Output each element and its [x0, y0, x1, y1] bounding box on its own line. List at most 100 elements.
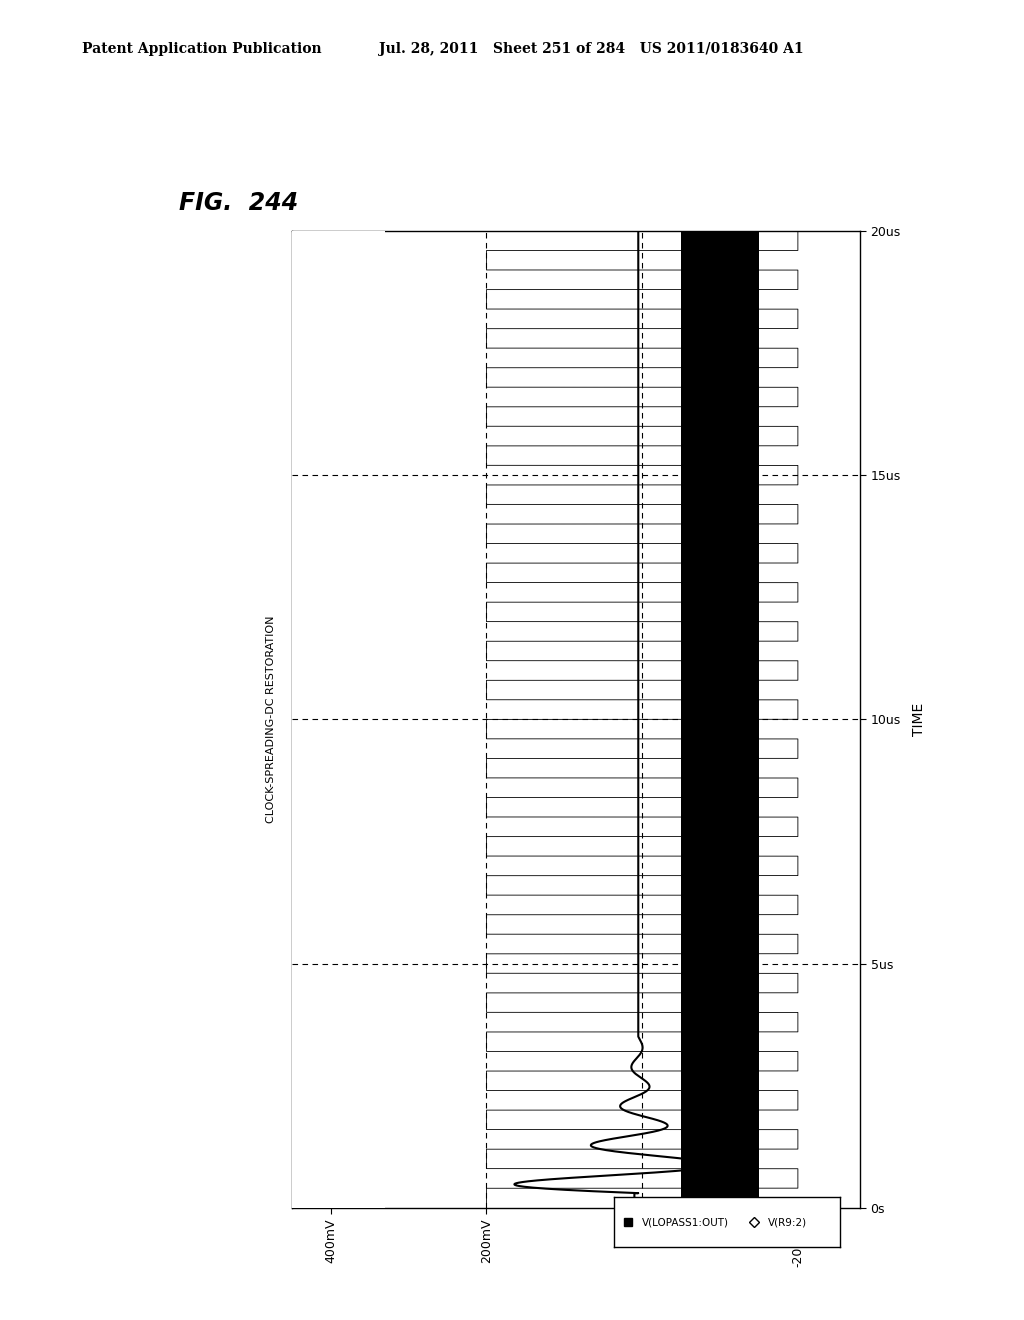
- Bar: [50, 680, 385, 700]
- Bar: [50, 622, 385, 642]
- Bar: [681, 1071, 759, 1090]
- Bar: [50, 817, 385, 837]
- Bar: [199, 602, 292, 622]
- Bar: [50, 719, 385, 739]
- Bar: [50, 1071, 385, 1090]
- Bar: [199, 504, 292, 524]
- Bar: [50, 426, 385, 446]
- Bar: [50, 484, 385, 504]
- Bar: [199, 875, 292, 895]
- Bar: [199, 954, 292, 973]
- Bar: [50, 387, 385, 407]
- Bar: [681, 1032, 759, 1052]
- Bar: [681, 817, 759, 837]
- Bar: [199, 895, 292, 915]
- Bar: [50, 1150, 385, 1168]
- Bar: [50, 289, 385, 309]
- Bar: [681, 797, 759, 817]
- Bar: [199, 1168, 292, 1188]
- Bar: [681, 875, 759, 895]
- Bar: [681, 231, 759, 251]
- Bar: [681, 777, 759, 797]
- Bar: [50, 1168, 385, 1188]
- Bar: [681, 309, 759, 329]
- Bar: [681, 1110, 759, 1130]
- Bar: [50, 739, 385, 759]
- Bar: [681, 544, 759, 564]
- Bar: [199, 426, 292, 446]
- Bar: [199, 1090, 292, 1110]
- Bar: [681, 1130, 759, 1150]
- Bar: [50, 348, 385, 368]
- Bar: [199, 387, 292, 407]
- Bar: [199, 564, 292, 582]
- Bar: [199, 1032, 292, 1052]
- Bar: [199, 231, 292, 251]
- Bar: [681, 719, 759, 739]
- Bar: [50, 642, 385, 661]
- Bar: [681, 954, 759, 973]
- Bar: [199, 1012, 292, 1032]
- Bar: [50, 466, 385, 484]
- Bar: [50, 1110, 385, 1130]
- Bar: [199, 251, 292, 271]
- Bar: [681, 251, 759, 271]
- Bar: [50, 251, 385, 271]
- Bar: [681, 739, 759, 759]
- Bar: [681, 582, 759, 602]
- Bar: [50, 777, 385, 797]
- Bar: [681, 895, 759, 915]
- Bar: [199, 719, 292, 739]
- Bar: [199, 837, 292, 857]
- Bar: [199, 1130, 292, 1150]
- Bar: [199, 1188, 292, 1208]
- Bar: [681, 973, 759, 993]
- Bar: [199, 446, 292, 466]
- Text: Jul. 28, 2011   Sheet 251 of 284   US 2011/0183640 A1: Jul. 28, 2011 Sheet 251 of 284 US 2011/0…: [379, 42, 804, 57]
- Bar: [681, 426, 759, 446]
- Text: Patent Application Publication: Patent Application Publication: [82, 42, 322, 57]
- Bar: [199, 739, 292, 759]
- Bar: [50, 504, 385, 524]
- Bar: [681, 935, 759, 954]
- Bar: [50, 231, 385, 251]
- Bar: [681, 993, 759, 1012]
- Bar: [50, 935, 385, 954]
- Bar: [199, 544, 292, 564]
- Bar: [681, 642, 759, 661]
- Bar: [50, 1032, 385, 1052]
- Bar: [50, 954, 385, 973]
- Bar: [199, 289, 292, 309]
- Bar: [199, 271, 292, 289]
- Bar: [681, 915, 759, 935]
- Y-axis label: TIME: TIME: [912, 702, 926, 737]
- Bar: [681, 1012, 759, 1032]
- Bar: [681, 387, 759, 407]
- Bar: [50, 544, 385, 564]
- Bar: [199, 1150, 292, 1168]
- Bar: [681, 271, 759, 289]
- Bar: [199, 466, 292, 484]
- Bar: [199, 1110, 292, 1130]
- Bar: [50, 309, 385, 329]
- Bar: [50, 1052, 385, 1071]
- Bar: [199, 1071, 292, 1090]
- Bar: [50, 271, 385, 289]
- Bar: [50, 857, 385, 875]
- Bar: [199, 759, 292, 777]
- Bar: [50, 759, 385, 777]
- Bar: [199, 857, 292, 875]
- Bar: [199, 407, 292, 426]
- Text: V(R9:2): V(R9:2): [768, 1217, 807, 1228]
- Bar: [199, 797, 292, 817]
- Text: CLOCK-SPREADING-DC RESTORATION: CLOCK-SPREADING-DC RESTORATION: [266, 615, 276, 824]
- Bar: [50, 602, 385, 622]
- Bar: [681, 289, 759, 309]
- Bar: [50, 700, 385, 719]
- Bar: [50, 1130, 385, 1150]
- Bar: [681, 1090, 759, 1110]
- Bar: [50, 407, 385, 426]
- Bar: [681, 348, 759, 368]
- Bar: [681, 504, 759, 524]
- Bar: [681, 602, 759, 622]
